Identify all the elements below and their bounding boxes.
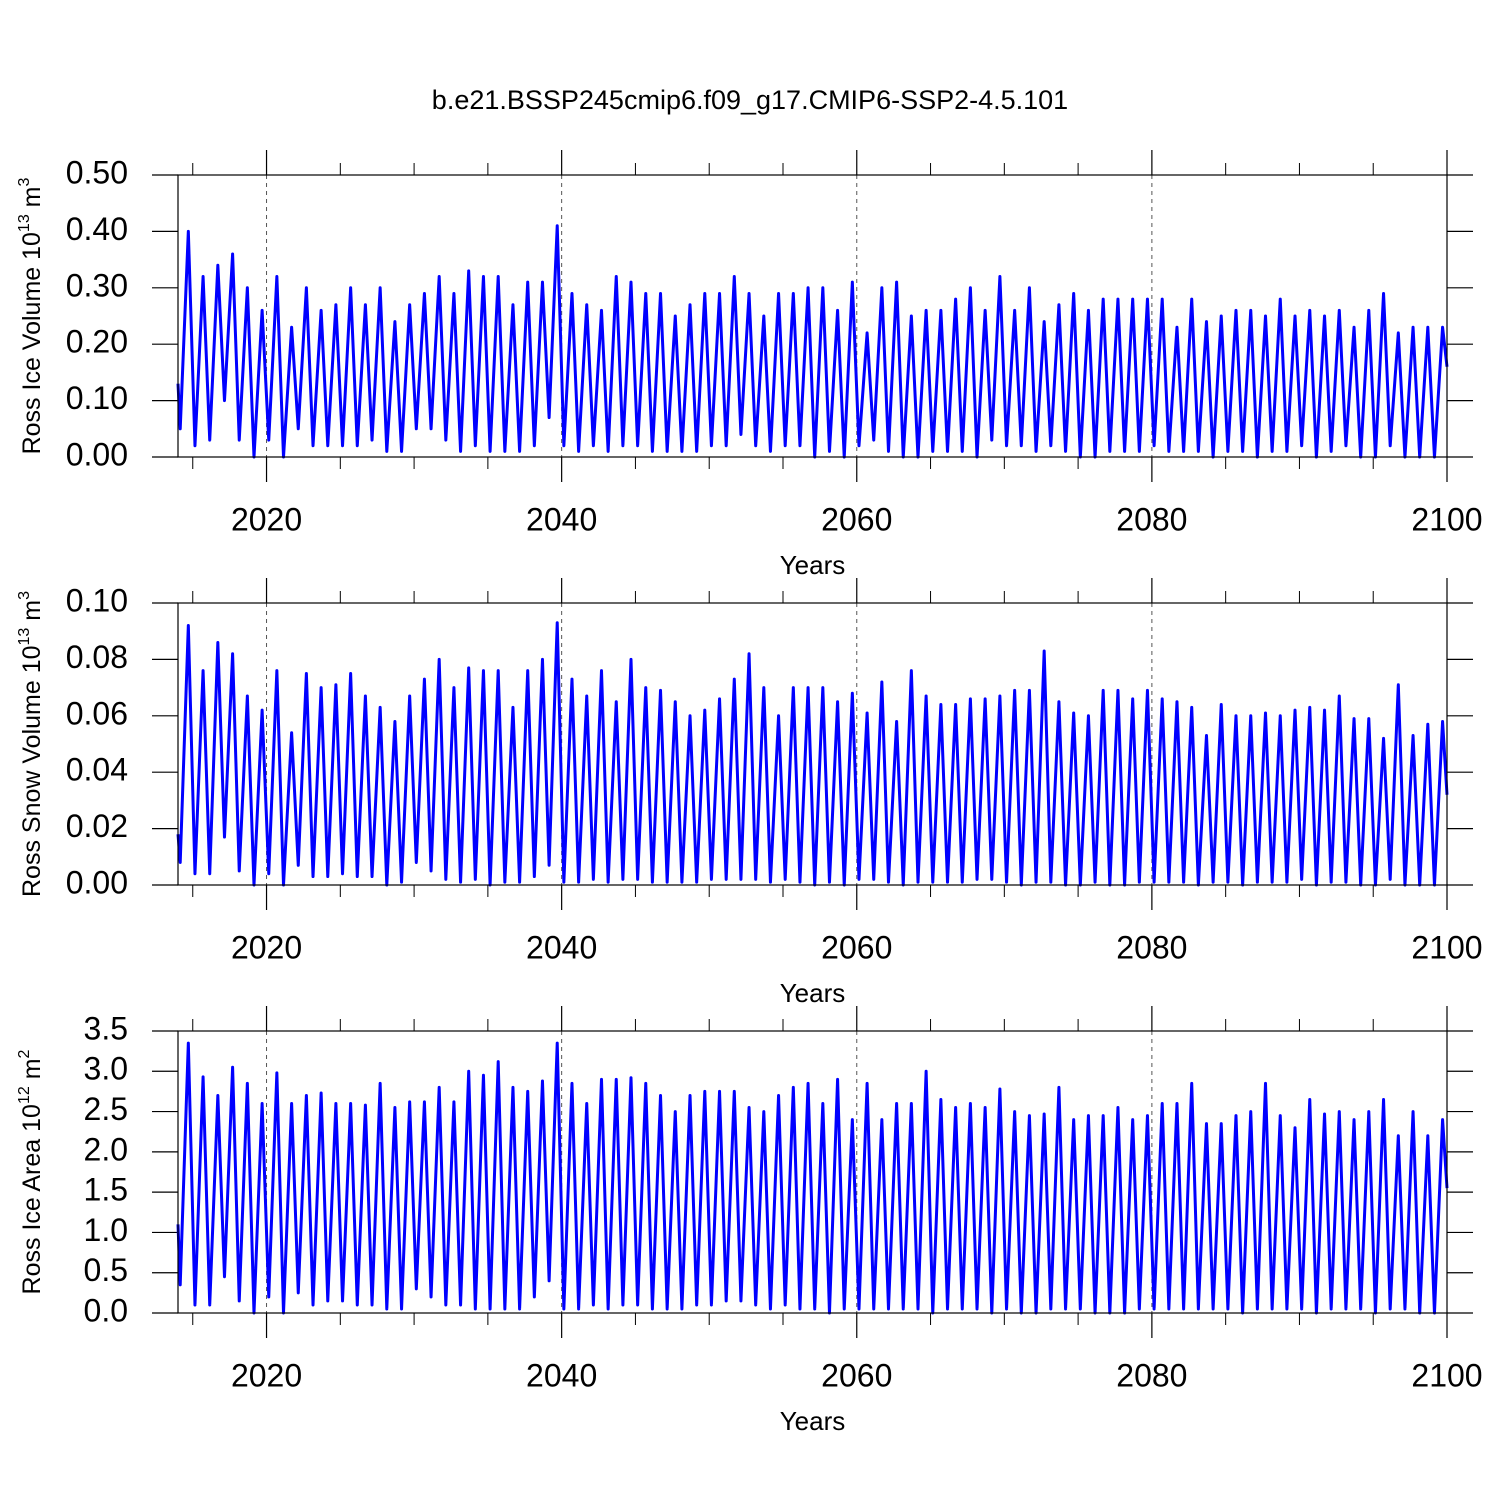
label-part: m	[18, 186, 46, 214]
y-tick-label: 1.0	[84, 1212, 128, 1248]
y-tick-label: 0.04	[66, 752, 128, 788]
y-axis-label: Ross Ice Area 1012 m2	[16, 1049, 46, 1294]
y-tick-label: 0.20	[66, 324, 128, 360]
y-tick-label: 0.00	[66, 864, 128, 900]
y-tick-label: 2.5	[84, 1091, 128, 1127]
y-tick-label: 0.0	[84, 1292, 128, 1328]
plot-frame	[177, 174, 1448, 458]
x-axis-label: Years	[780, 1406, 846, 1436]
x-axis-label: Years	[780, 550, 846, 580]
y-tick-label: 1.5	[84, 1172, 128, 1208]
superscript: 3	[16, 591, 33, 600]
label-part: Ross Ice Volume 10	[18, 232, 46, 454]
x-tick-label: 2100	[1411, 1357, 1482, 1393]
superscript: 12	[16, 1086, 33, 1104]
x-tick-label: 2100	[1411, 929, 1482, 965]
y-tick-label: 0.10	[66, 380, 128, 416]
y-tick-label: 0.5	[84, 1252, 128, 1288]
x-tick-label: 2080	[1116, 1357, 1187, 1393]
x-tick-label: 2020	[231, 929, 302, 965]
y-tick-label: 3.5	[84, 1010, 128, 1046]
y-tick-label: 0.00	[66, 436, 128, 472]
superscript: 3	[16, 177, 33, 186]
y-tick-label: 0.50	[66, 154, 128, 190]
plot-frame	[177, 1030, 1448, 1314]
y-tick-label: 0.40	[66, 211, 128, 247]
y-tick-label: 0.10	[66, 582, 128, 618]
data-line	[176, 621, 1449, 887]
plot-frame	[177, 602, 1448, 886]
y-tick-label: 0.06	[66, 695, 128, 731]
y-tick-label: 2.0	[84, 1131, 128, 1167]
x-tick-label: 2020	[231, 1357, 302, 1393]
y-axis-label: Ross Ice Volume 1013 m3	[16, 177, 46, 454]
data-line	[176, 224, 1449, 459]
x-tick-label: 2080	[1116, 501, 1187, 537]
superscript: 13	[16, 214, 33, 232]
x-tick-label: 2100	[1411, 501, 1482, 537]
x-tick-label: 2020	[231, 501, 302, 537]
y-tick-label: 0.02	[66, 808, 128, 844]
x-tick-label: 2060	[821, 929, 892, 965]
y-tick-label: 0.08	[66, 639, 128, 675]
x-tick-label: 2040	[526, 501, 597, 537]
x-tick-label: 2080	[1116, 929, 1187, 965]
label-part: m	[18, 600, 46, 628]
y-tick-label: 0.30	[66, 267, 128, 303]
x-axis-label: Years	[780, 978, 846, 1008]
x-tick-label: 2040	[526, 1357, 597, 1393]
label-part: Ross Ice Area 10	[18, 1104, 46, 1294]
label-part: m	[18, 1058, 46, 1086]
superscript: 2	[16, 1049, 33, 1058]
y-axis-label: Ross Snow Volume 1013 m3	[16, 591, 46, 897]
label-part: Ross Snow Volume 10	[18, 645, 46, 897]
data-line	[176, 1041, 1449, 1315]
superscript: 13	[16, 628, 33, 646]
chart-title: b.e21.BSSP245cmip6.f09_g17.CMIP6-SSP2-4.…	[432, 85, 1068, 115]
x-tick-label: 2040	[526, 929, 597, 965]
x-tick-label: 2060	[821, 501, 892, 537]
y-tick-label: 3.0	[84, 1051, 128, 1087]
x-tick-label: 2060	[821, 1357, 892, 1393]
